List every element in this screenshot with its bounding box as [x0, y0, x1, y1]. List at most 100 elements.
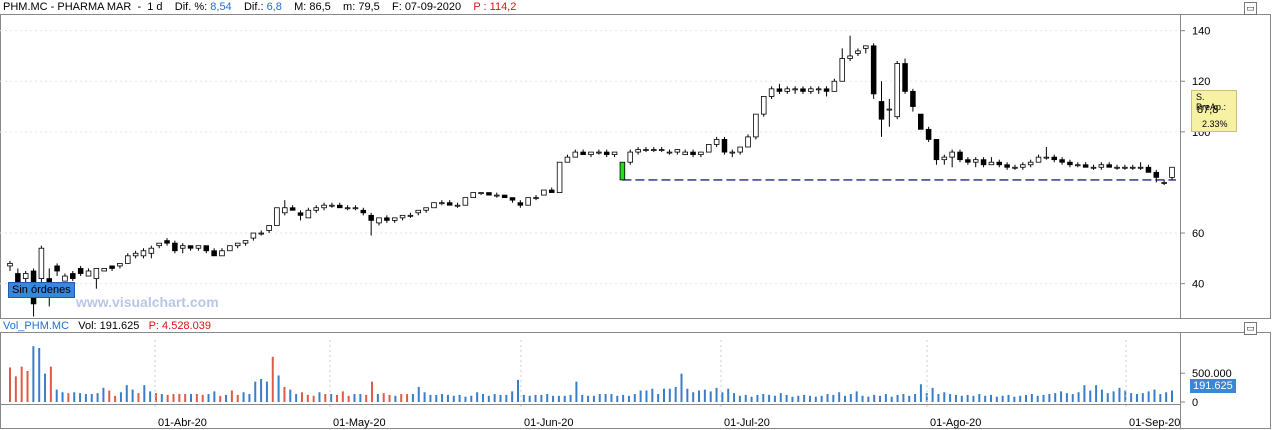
candle-body	[690, 151, 696, 156]
candle-body	[219, 250, 225, 257]
candle-body	[486, 192, 492, 196]
candle-body	[195, 245, 202, 249]
candle-body	[407, 214, 414, 217]
watermark: www.visualchart.com	[76, 294, 219, 310]
candle-body	[501, 194, 508, 199]
candle-body	[329, 204, 335, 207]
candle-body	[1082, 164, 1089, 168]
candle-body	[541, 189, 547, 196]
candle-body	[533, 197, 539, 200]
candle-body	[988, 161, 995, 166]
candle-body	[478, 192, 484, 194]
candle-body	[800, 88, 806, 92]
candle-body	[391, 217, 398, 221]
candle-body	[101, 268, 107, 272]
candle-body	[242, 240, 249, 244]
x-tick-label: 01-Jul-20	[724, 417, 770, 429]
candle-body	[596, 151, 602, 154]
volume-name: Vol_PHM.MC	[3, 320, 70, 332]
candle-body	[886, 108, 893, 111]
maximize-price-button[interactable]: ▭	[1244, 2, 1257, 15]
candle-body	[439, 202, 445, 205]
candle-body	[172, 242, 178, 252]
candle-body	[117, 263, 123, 267]
dif-pct-label: Dif. %:	[174, 1, 208, 13]
candle-body	[682, 151, 688, 156]
candle-body	[737, 146, 743, 153]
candle-body	[344, 207, 351, 210]
candle-body	[1004, 164, 1010, 168]
candle-body	[706, 144, 712, 153]
candle-body	[148, 247, 155, 254]
candle-body	[1051, 156, 1057, 161]
candle-body	[831, 80, 838, 92]
candle-body	[352, 207, 359, 210]
x-tick-label: 01-May-20	[333, 417, 386, 429]
candle-body	[643, 149, 649, 151]
candle-body	[509, 197, 516, 201]
candle-body	[666, 151, 673, 154]
candle-body	[1122, 166, 1128, 169]
max-value: M: 86,5	[294, 1, 331, 13]
grid-lines	[0, 30, 1180, 285]
candle-body	[768, 88, 775, 97]
candle-body	[77, 268, 84, 274]
candle-body	[297, 212, 304, 216]
candle-body	[792, 88, 798, 91]
candle-body	[572, 151, 579, 158]
candle-body	[925, 128, 932, 140]
maximize-volume-button[interactable]: ▭	[1244, 322, 1257, 335]
volume-tick-label: 500.000	[1192, 368, 1232, 380]
candle-body	[957, 151, 963, 161]
price-header: PHM.MC - PHARMA MAR - 1 d Dif. %: 8,54 D…	[3, 1, 517, 13]
candle-body	[658, 149, 665, 151]
preap-box: S. PreAp.: 87,8 2.33%	[1191, 90, 1237, 132]
period-label: 1 d	[147, 1, 163, 13]
candle-body	[54, 265, 60, 272]
candle-body	[211, 250, 217, 257]
candle-body	[855, 50, 861, 54]
candle-body	[611, 151, 618, 156]
candle-body	[1027, 161, 1034, 166]
x-tick-label: 01-Sep-20	[1129, 417, 1180, 429]
candle-body	[525, 197, 531, 206]
candle-body	[431, 202, 437, 209]
preap-value: 87,8	[1197, 104, 1219, 116]
dif-value: 6,8	[266, 1, 282, 13]
candle-body	[494, 194, 500, 197]
candle-body	[1098, 164, 1105, 168]
candle-body	[384, 217, 390, 221]
last-volume-tag: 191.625	[1190, 379, 1236, 393]
candle-body	[619, 161, 626, 181]
candle-body	[635, 149, 641, 153]
candle-body	[1169, 166, 1175, 178]
preap-pct: 2.33%	[1202, 119, 1228, 129]
volume-value: Vol: 191.625	[78, 320, 140, 332]
candle-body	[996, 161, 1003, 166]
candle-body	[1059, 159, 1065, 163]
candle-body	[894, 63, 900, 118]
candle-body	[580, 151, 586, 156]
candle-body	[109, 265, 115, 269]
candle-body	[203, 245, 210, 252]
candle-body	[415, 209, 422, 214]
candle-body	[313, 207, 319, 211]
candle-body	[784, 88, 791, 92]
candle-body	[878, 101, 885, 120]
candle-body	[1067, 161, 1073, 166]
candle-body	[941, 156, 948, 161]
candle-body	[918, 113, 924, 130]
y-tick-label: 120	[1192, 76, 1210, 88]
candle-body	[1114, 166, 1120, 169]
candle-body	[847, 55, 853, 59]
candle-body	[282, 207, 288, 214]
candle-body	[1075, 164, 1081, 167]
x-axis-ticks: 01-Abr-20 01-May-20 01-Jun-20 01-Jul-20 01-A…	[154, 340, 1180, 429]
x-tick-label: 01-Abr-20	[158, 417, 207, 429]
volume-bars	[9, 346, 1173, 402]
candle-body	[1020, 164, 1026, 168]
candle-body	[85, 270, 92, 277]
candle-body	[274, 207, 280, 226]
candle-body	[556, 161, 563, 193]
